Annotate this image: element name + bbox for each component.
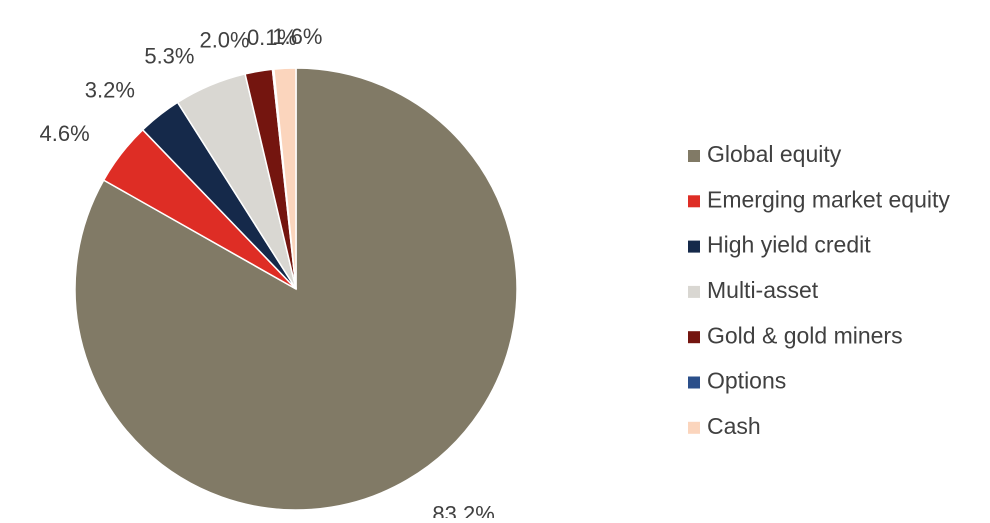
legend-swatch-cash <box>688 421 700 434</box>
legend-swatch-emerging-market-equity <box>688 195 700 208</box>
legend-label-multi-asset: Multi-asset <box>707 277 819 303</box>
legend-label-high-yield-credit: High yield credit <box>707 232 871 258</box>
value-label-global-equity: 83.2% <box>432 502 494 518</box>
value-label-high-yield-credit: 3.2% <box>85 77 135 102</box>
legend-swatch-global-equity <box>688 150 700 162</box>
legend: Global equity Emerging market equity High … <box>688 141 950 439</box>
legend-item-global-equity: Global equity <box>688 141 842 167</box>
legend-item-multi-asset: Multi-asset <box>688 277 819 303</box>
pie-slice-cash <box>272 67 297 290</box>
legend-label-options: Options <box>707 368 786 394</box>
legend-item-gold-and-gold-miners: Gold & gold miners <box>688 322 903 348</box>
legend-item-cash: Cash <box>688 413 761 439</box>
legend-label-cash: Cash <box>707 413 761 439</box>
legend-item-emerging-market-equity: Emerging market equity <box>688 186 950 212</box>
value-label-options: 0.1% <box>247 25 297 50</box>
pie-slices <box>74 67 518 511</box>
legend-item-options: Options <box>688 368 786 394</box>
value-label-gold-and-gold-miners: 2.0% <box>199 27 249 52</box>
legend-label-global-equity: Global equity <box>707 141 842 167</box>
value-label-emerging-market-equity: 4.6% <box>40 121 90 146</box>
value-label-multi-asset: 5.3% <box>144 44 194 69</box>
legend-item-high-yield-credit: High yield credit <box>688 232 871 258</box>
value-label-cash: 1.6% <box>272 24 322 49</box>
legend-swatch-multi-asset <box>688 285 700 298</box>
legend-label-gold-and-gold-miners: Gold & gold miners <box>707 322 903 348</box>
legend-swatch-high-yield-credit <box>688 240 700 253</box>
legend-label-emerging-market-equity: Emerging market equity <box>707 186 950 212</box>
legend-swatch-options <box>688 376 700 389</box>
legend-swatch-gold-and-gold-miners <box>688 331 700 344</box>
pie-value-labels: 83.2% 4.6% 3.2% 5.3%2.0%0.1%1.6% <box>40 24 495 523</box>
